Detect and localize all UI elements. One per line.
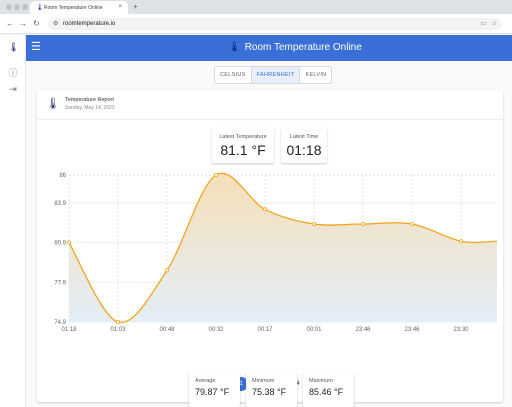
chart-area-fill: [69, 173, 497, 323]
y-tick-label: 86: [59, 173, 66, 179]
y-tick-label: 74.9: [54, 320, 66, 326]
latest-time-label: Latest Time: [289, 134, 319, 140]
side-rail: 🌡 ⓘ ⇥: [0, 35, 26, 407]
thermometer-logo-icon: 🌡: [8, 42, 20, 52]
window-close-dot[interactable]: [6, 4, 12, 10]
app-viewport: 🌡 ⓘ ⇥ ☰ 🌡 Room Temperature Online CELSIUS…: [0, 35, 512, 407]
browser-toolbar: ← → ↻ ⚙ roomtemperature.io ▭ ☆: [0, 14, 512, 34]
average-box: Average 79.87 °F: [189, 372, 240, 407]
info-icon[interactable]: ⓘ: [8, 68, 18, 78]
data-point[interactable]: [262, 207, 267, 212]
latest-temperature-box: Latest Temperature 81.1 °F: [212, 128, 274, 163]
report-title: Temperature Report: [65, 97, 114, 103]
report-date: Sunday, May 14, 2023: [65, 105, 115, 111]
tab-close-icon[interactable]: ×: [118, 4, 122, 10]
x-tick-label: 00:01: [306, 327, 322, 333]
maximum-box: Maximum 85.46 °F: [303, 372, 354, 407]
x-tick-label: 23:46: [355, 327, 371, 333]
average-value: 79.87 °F: [195, 387, 230, 397]
latest-temperature-label: Latest Temperature: [219, 134, 267, 140]
browser-tab[interactable]: 🌡 Room Temperature Online ×: [30, 1, 128, 14]
app-bar: ☰ 🌡 Room Temperature Online: [26, 35, 512, 61]
x-tick-label: 00:17: [257, 327, 273, 333]
menu-icon[interactable]: ☰: [31, 41, 41, 53]
data-point[interactable]: [66, 240, 71, 245]
latest-time-value: 01:18: [286, 142, 322, 158]
unit-celsius-button[interactable]: CELSIUS: [215, 67, 252, 83]
card-header: 🌡 Temperature Report Sunday, May 14, 202…: [37, 90, 503, 120]
data-point[interactable]: [311, 222, 316, 227]
cast-icon[interactable]: ▭: [480, 21, 486, 27]
maximum-label: Maximum: [309, 378, 333, 384]
data-point[interactable]: [409, 222, 414, 227]
x-tick-label: 23:30: [453, 327, 469, 333]
unit-fahrenheit-button[interactable]: FAHRENHEIT: [251, 67, 301, 83]
temperature-chart: 86 83.9 80.9 77.9 74.9 01:18 01:03 00:48 00:32 0…: [54, 172, 498, 333]
forward-icon[interactable]: →: [19, 19, 27, 28]
x-tick-label: 01:18: [61, 327, 77, 333]
x-tick-label: 23:46: [404, 327, 420, 333]
app-title: 🌡 Room Temperature Online: [228, 42, 362, 53]
window-zoom-dot[interactable]: [22, 4, 28, 10]
new-tab-button[interactable]: +: [133, 2, 138, 11]
data-point[interactable]: [213, 172, 218, 178]
x-tick-label: 00:48: [159, 327, 175, 333]
latest-temperature-value: 81.1 °F: [220, 142, 266, 158]
y-tick-label: 83.9: [54, 201, 66, 207]
tab-strip: 🌡 Room Temperature Online × +: [0, 0, 512, 14]
data-point[interactable]: [458, 239, 463, 244]
data-point[interactable]: [164, 268, 169, 273]
minimum-label: Minimum: [252, 378, 275, 384]
y-tick-label: 77.9: [54, 280, 66, 286]
x-tick-label: 00:32: [208, 327, 224, 333]
maximum-value: 85.46 °F: [309, 387, 344, 397]
average-label: Average: [195, 378, 216, 384]
temperature-report-card: 🌡 Temperature Report Sunday, May 14, 202…: [37, 90, 503, 402]
x-tick-label: 01:03: [110, 327, 126, 333]
site-info-icon[interactable]: ⚙: [53, 21, 59, 27]
app-title-text: Room Temperature Online: [244, 42, 362, 53]
window-minimize-dot[interactable]: [14, 4, 20, 10]
y-tick-label: 80.9: [54, 241, 66, 247]
tab-title: Room Temperature Online: [44, 5, 103, 11]
address-bar[interactable]: ⚙ roomtemperature.io ▭ ☆: [48, 18, 502, 30]
data-point[interactable]: [116, 319, 121, 324]
report-thermometer-icon: 🌡: [46, 98, 60, 110]
url-text[interactable]: roomtemperature.io: [63, 21, 116, 27]
logout-icon[interactable]: ⇥: [9, 84, 17, 94]
bookmark-star-icon[interactable]: ☆: [491, 21, 497, 27]
thermometer-icon: 🌡: [228, 42, 241, 53]
minimum-value: 75.38 °F: [252, 387, 287, 397]
unit-toggle: CELSIUS FAHRENHEIT KELVIN: [214, 66, 333, 84]
reload-icon[interactable]: ↻: [33, 19, 40, 28]
tab-favicon-icon: 🌡: [36, 5, 44, 11]
back-icon[interactable]: ←: [6, 19, 14, 28]
minimum-box: Minimum 75.38 °F: [246, 372, 297, 407]
data-point[interactable]: [360, 222, 365, 227]
latest-time-box: Latest Time 01:18: [281, 128, 327, 163]
unit-kelvin-button[interactable]: KELVIN: [305, 72, 327, 78]
page-4-button[interactable]: 4: [296, 381, 300, 387]
